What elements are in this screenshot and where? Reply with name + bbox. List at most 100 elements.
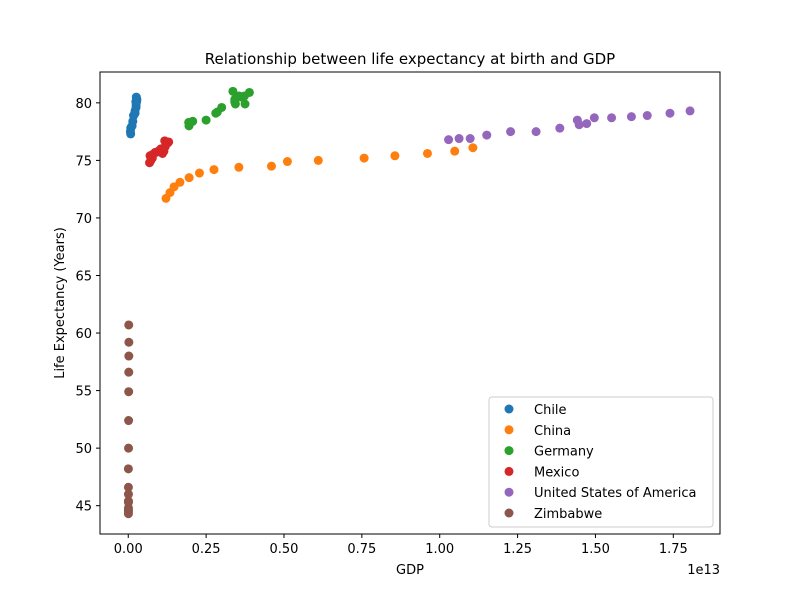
x-tick-label: 0.50 (270, 542, 299, 557)
data-point (390, 151, 400, 161)
x-axis-offset-label: 1e13 (687, 563, 720, 578)
y-tick-label: 65 (75, 269, 92, 284)
data-point (209, 165, 219, 175)
data-point (123, 496, 133, 506)
data-point (506, 127, 516, 137)
data-points (123, 86, 695, 519)
data-point (123, 505, 133, 515)
data-point (282, 157, 292, 167)
data-point (266, 161, 276, 171)
axes-frame (99, 71, 721, 535)
data-point (359, 153, 369, 163)
x-tick-label: 1.75 (659, 542, 688, 557)
data-point (124, 387, 134, 397)
x-tick-label: 0.25 (192, 542, 221, 557)
series-germany (184, 86, 254, 131)
data-point (124, 320, 134, 330)
data-point (422, 148, 432, 158)
data-point (465, 134, 475, 144)
data-point (531, 127, 541, 137)
data-point (234, 162, 244, 172)
data-point (124, 443, 134, 453)
series-mexico (145, 136, 174, 168)
x-axis-ticks: 0.00 0.25 0.50 0.75 1.00 1.25 1.50 1.75 (114, 534, 688, 557)
data-point (313, 155, 323, 165)
data-point (175, 177, 185, 187)
data-point (642, 111, 652, 121)
series-chile (125, 92, 142, 139)
y-axis-ticks: 45 50 55 60 65 70 75 80 (75, 97, 100, 515)
y-axis-label: Life Expectancy (Years) (53, 227, 68, 379)
series-china (161, 143, 478, 203)
data-point (217, 102, 227, 112)
x-tick-label: 1.50 (581, 542, 610, 557)
legend-item: United States of America (504, 486, 696, 501)
data-point (582, 119, 592, 129)
data-point (444, 135, 454, 145)
y-tick-label: 75 (75, 154, 92, 169)
chart-title: Relationship between life expectancy at … (205, 50, 615, 68)
data-point (123, 489, 133, 499)
legend-marker (504, 425, 514, 435)
data-point (626, 112, 636, 122)
series-zimbabwe (123, 320, 134, 519)
x-tick-label: 1.25 (503, 542, 532, 557)
legend-item: Chile (504, 403, 567, 418)
data-point (123, 464, 133, 474)
data-point (685, 106, 695, 116)
y-tick-label: 70 (75, 212, 92, 227)
data-point (124, 367, 134, 377)
data-point (124, 416, 134, 426)
legend-marker (504, 508, 514, 518)
legend-label: Germany (534, 445, 594, 460)
legend-label: United States of America (534, 486, 696, 501)
y-tick-label: 55 (75, 385, 92, 400)
y-tick-label: 60 (75, 327, 92, 342)
data-point (201, 115, 211, 125)
x-tick-label: 0.75 (347, 542, 376, 557)
legend-label: Zimbabwe (534, 507, 602, 522)
y-tick-label: 80 (75, 97, 92, 112)
data-point (164, 137, 174, 147)
data-point (665, 108, 675, 118)
data-point (468, 143, 478, 153)
data-point (228, 86, 238, 96)
data-point (123, 482, 133, 492)
legend-marker (504, 446, 514, 456)
legend-item: China (504, 424, 571, 439)
x-tick-label: 0.00 (114, 542, 143, 557)
data-point (482, 130, 492, 140)
legend-item: Zimbabwe (504, 507, 602, 522)
data-point (244, 87, 254, 97)
data-point (124, 337, 134, 347)
data-point (454, 134, 464, 144)
data-point (188, 116, 198, 126)
data-point (589, 113, 599, 123)
legend-marker (504, 404, 514, 414)
data-point (607, 113, 617, 123)
legend-label: Mexico (534, 465, 579, 480)
x-axis-label: GDP (396, 563, 424, 578)
legend-item: Mexico (504, 465, 579, 480)
legend: Chile China Germany Mexico United States of … (488, 396, 714, 528)
y-tick-label: 50 (75, 442, 92, 457)
data-point (184, 173, 194, 183)
legend-label: China (534, 424, 571, 439)
data-point (159, 146, 169, 156)
data-point (555, 123, 565, 133)
data-point (124, 351, 134, 361)
legend-marker (504, 466, 514, 476)
data-point (450, 146, 460, 156)
legend-label: Chile (534, 403, 567, 418)
data-point (194, 168, 204, 178)
series-united-states-of-america (444, 106, 695, 145)
legend-marker (504, 487, 514, 497)
y-tick-label: 45 (75, 500, 92, 515)
data-point (572, 115, 582, 125)
x-tick-label: 1.00 (425, 542, 454, 557)
data-point (131, 97, 141, 107)
legend-item: Germany (504, 445, 594, 460)
data-point (240, 99, 250, 109)
legend-box (488, 396, 714, 528)
